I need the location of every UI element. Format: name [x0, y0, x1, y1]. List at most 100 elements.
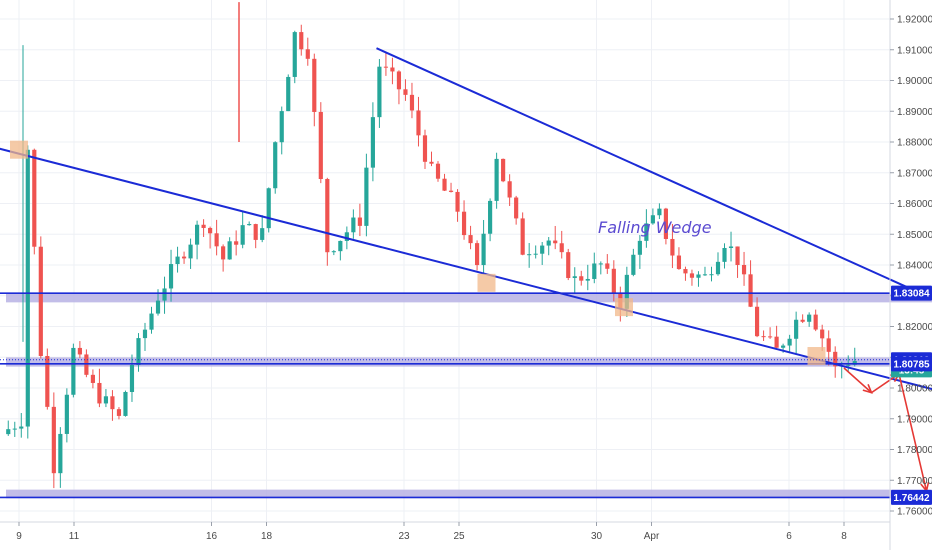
candle-body	[820, 330, 824, 339]
candle-body	[729, 246, 733, 248]
candle-body	[267, 188, 271, 228]
candle-body	[260, 228, 264, 240]
candle-body	[455, 192, 459, 212]
candle-body	[254, 224, 258, 240]
candle-body	[573, 276, 577, 278]
candle-body	[6, 429, 10, 434]
touch-point-marker	[808, 347, 826, 365]
price-tick-label: 1.85000	[897, 230, 932, 241]
candle-body	[58, 434, 62, 473]
price-badge-label: 1.76442	[893, 493, 930, 504]
candle-body	[592, 263, 596, 278]
candle-body	[827, 338, 831, 351]
candle-body	[312, 59, 316, 112]
candle-body	[807, 315, 811, 322]
candle-body	[188, 245, 192, 259]
candle-body	[638, 241, 642, 255]
candle-body	[514, 198, 518, 219]
price-tick-label: 1.79000	[897, 414, 932, 425]
candle-body	[280, 111, 284, 142]
candle-body	[97, 383, 101, 403]
touch-point-marker	[615, 298, 633, 316]
candle-body	[612, 269, 616, 293]
candle-body	[182, 257, 186, 259]
candle-body	[234, 241, 238, 244]
price-tick-label: 1.77000	[897, 476, 932, 487]
candle-body	[547, 241, 551, 246]
candle-body	[390, 68, 394, 72]
time-tick-label: 9	[16, 531, 22, 542]
touch-point-marker	[478, 274, 496, 292]
price-tick-label: 1.76000	[897, 507, 932, 518]
candle-body	[293, 32, 297, 77]
candle-body	[722, 248, 726, 262]
wedge-upper-line	[377, 48, 932, 370]
candle-body	[149, 314, 153, 330]
time-axis[interactable]: 9111618232530Apr6813152022	[0, 522, 932, 542]
candle-body	[488, 201, 492, 234]
candle-body	[410, 95, 414, 111]
candle-body	[65, 395, 69, 434]
candle-body	[716, 262, 720, 274]
candle-body	[123, 392, 127, 416]
candle-body	[677, 256, 681, 270]
candle-body	[599, 263, 603, 264]
time-tick-label: 6	[786, 531, 792, 542]
candle-body	[169, 264, 173, 288]
candle-body	[215, 233, 219, 246]
candle-body	[39, 247, 43, 356]
candle-body	[540, 246, 544, 254]
candle-body	[52, 407, 56, 473]
candle-body	[527, 254, 531, 255]
candle-body	[781, 346, 785, 348]
price-tick-label: 1.91000	[897, 45, 932, 56]
candle-body	[605, 263, 609, 268]
candle-body	[560, 243, 564, 252]
candle-body	[748, 274, 752, 306]
candle-body	[801, 320, 805, 322]
candle-body	[319, 112, 323, 179]
candle-body	[26, 150, 30, 427]
candle-body	[462, 212, 466, 235]
candle-body	[423, 135, 427, 161]
candle-body	[384, 67, 388, 68]
candle-body	[683, 269, 687, 273]
candle-body	[468, 235, 472, 243]
price-tick-label: 1.90000	[897, 76, 932, 87]
candle-body	[228, 241, 232, 259]
candle-body	[351, 218, 355, 233]
candle-body	[91, 375, 95, 383]
grid	[0, 0, 932, 522]
candle-body	[117, 409, 121, 416]
time-tick-label: Apr	[644, 531, 660, 542]
candle-body	[325, 179, 329, 252]
candle-body	[241, 225, 245, 245]
candle-body	[130, 365, 134, 392]
support-zone	[6, 294, 932, 303]
candle-body	[143, 330, 147, 338]
candle-body	[755, 307, 759, 336]
candle-body	[482, 234, 486, 265]
candles	[6, 2, 857, 488]
candle-body	[397, 71, 401, 89]
candle-body	[136, 338, 140, 365]
candle-body	[32, 150, 36, 247]
candle-body	[670, 239, 674, 256]
candle-body	[846, 365, 850, 366]
candle-body	[696, 274, 700, 277]
candle-body	[273, 142, 277, 188]
candle-body	[534, 254, 538, 255]
candle-body	[690, 273, 694, 277]
candle-body	[104, 396, 108, 403]
candle-body	[221, 246, 225, 259]
candle-body	[553, 241, 557, 244]
price-tick-label: 1.89000	[897, 107, 932, 118]
candle-body	[762, 336, 766, 337]
candle-body	[358, 218, 362, 226]
price-axis[interactable]: 1.920001.910001.900001.890001.880001.870…	[890, 0, 932, 550]
time-tick-label: 11	[69, 531, 80, 542]
candle-body	[175, 257, 179, 264]
